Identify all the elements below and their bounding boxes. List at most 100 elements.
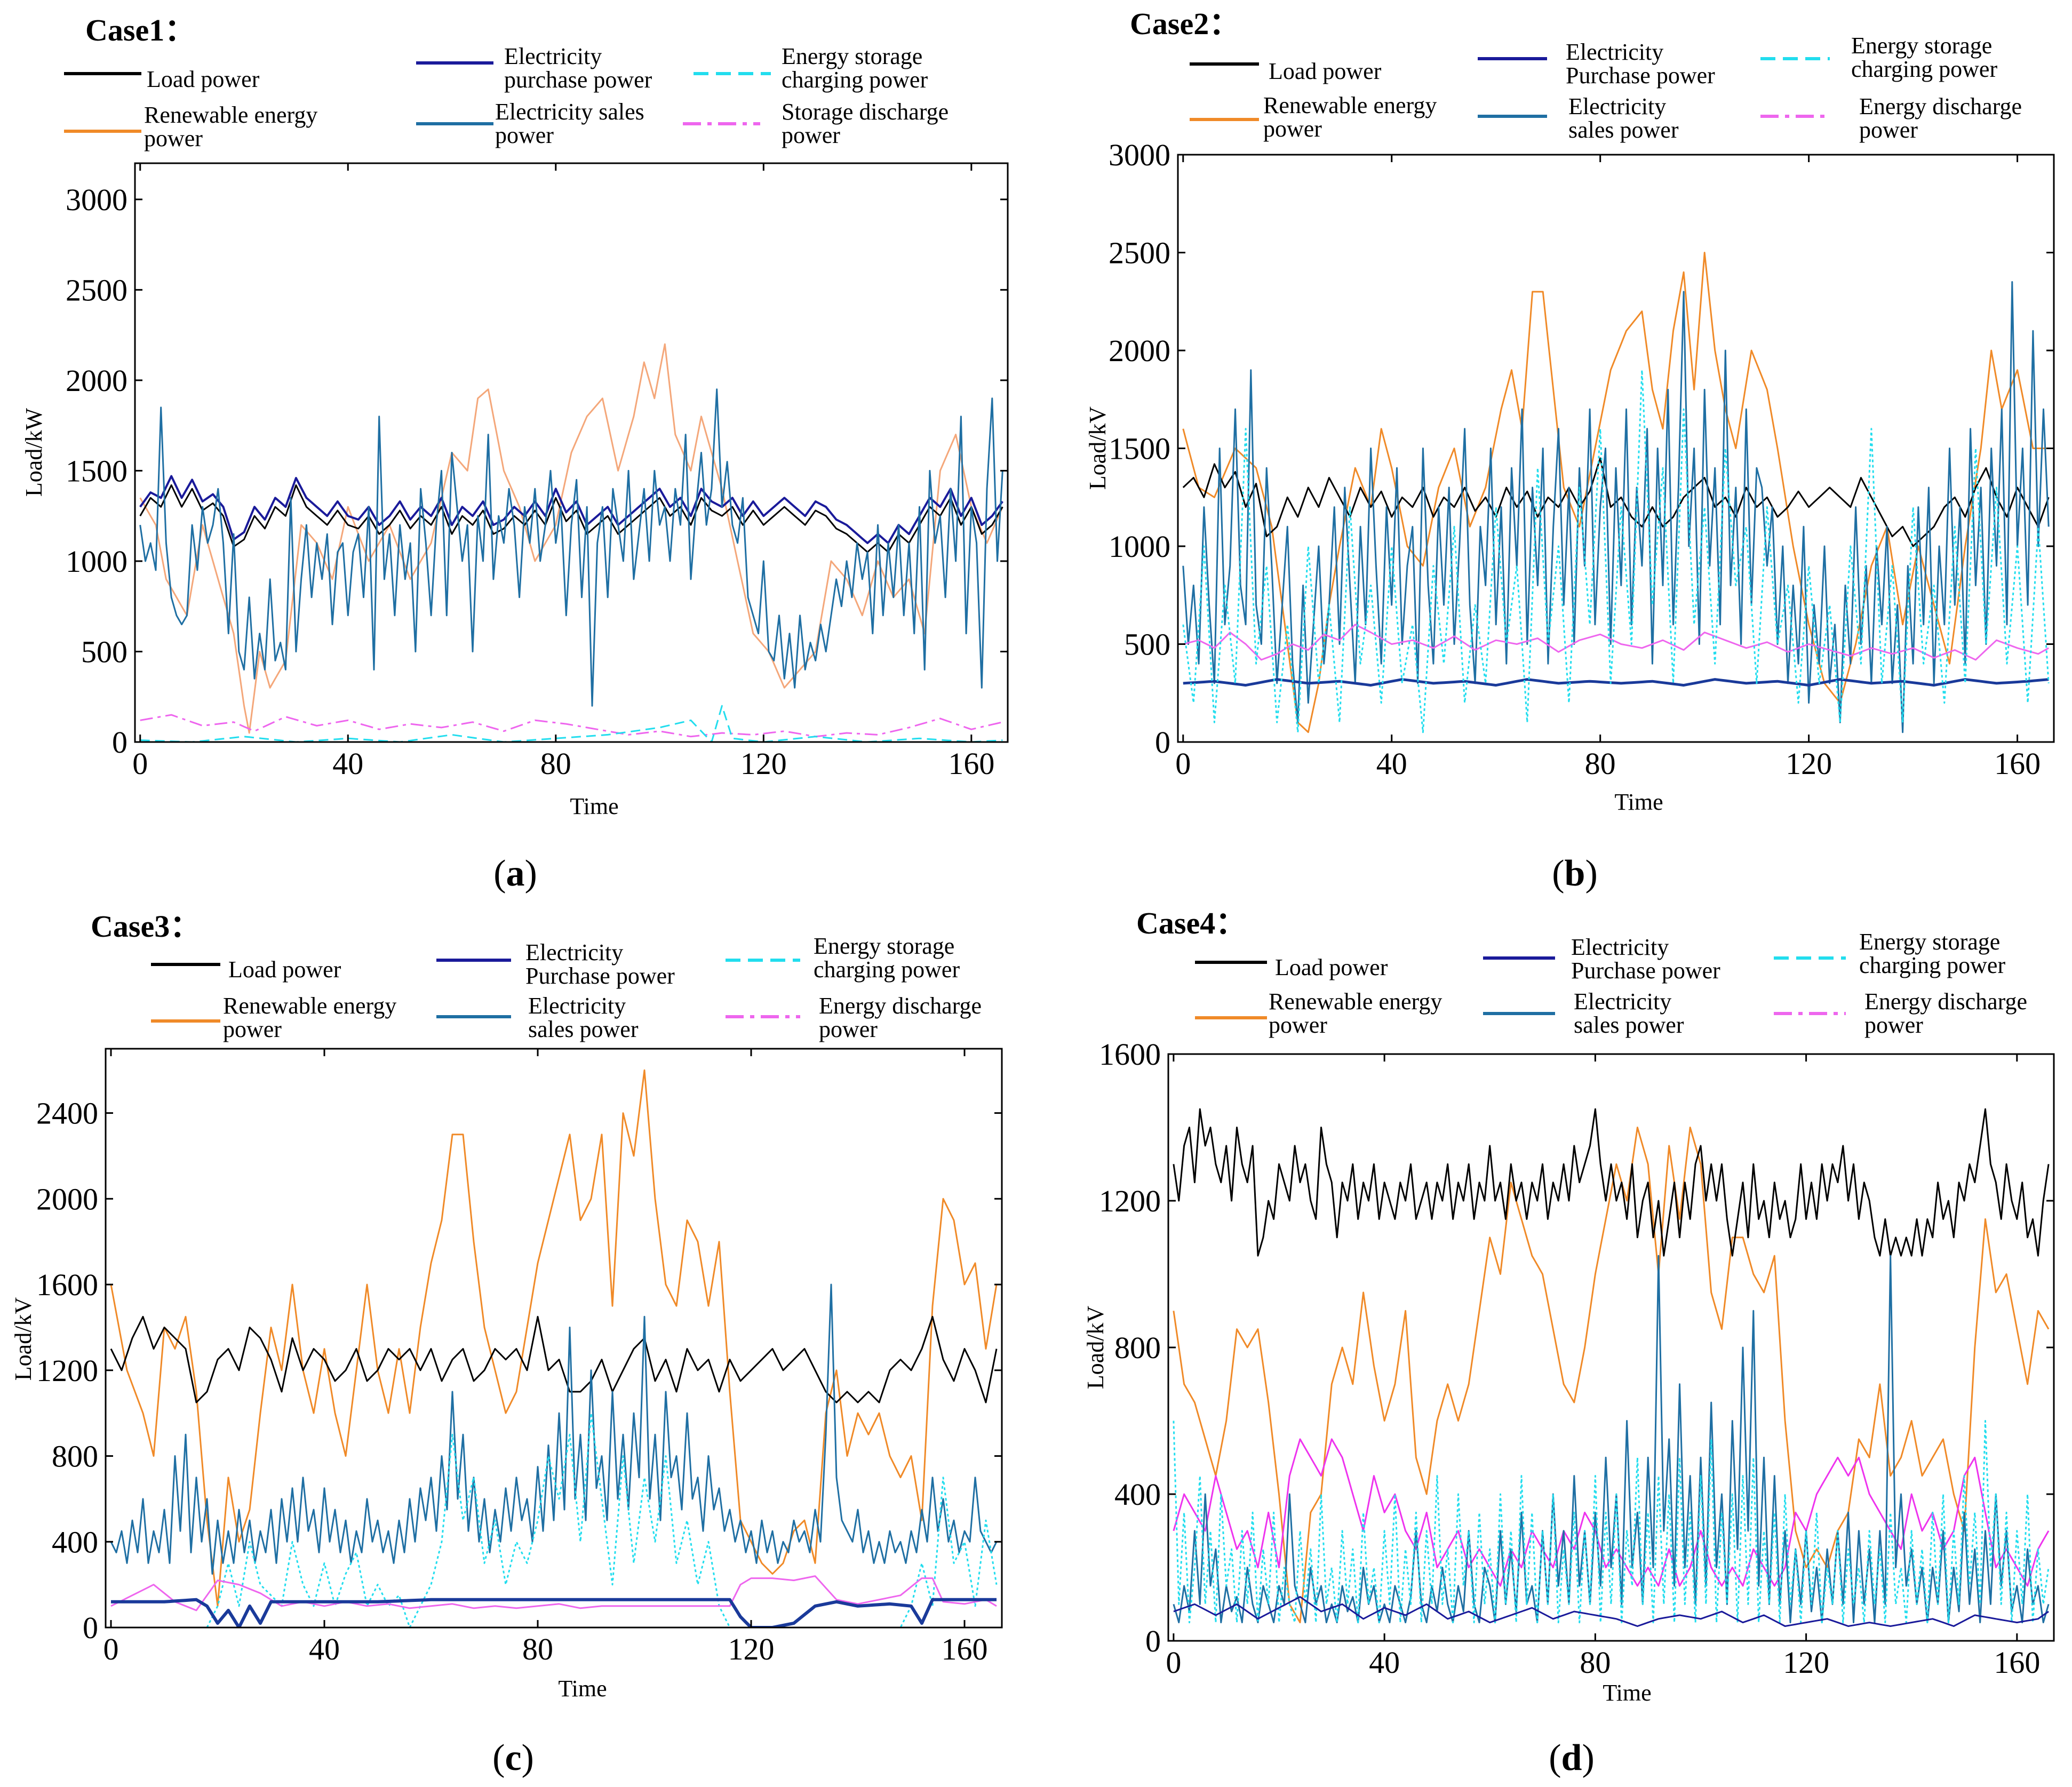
legend-label-charging-2: charging power (1859, 952, 2005, 978)
series-line-storage-discharge-power (140, 714, 1003, 738)
legend-label-sales-2: sales power (1574, 1012, 1684, 1038)
x-axis-label: Time (558, 1676, 607, 1702)
y-tick-label: 3000 (66, 182, 127, 217)
legend-label-purchase-1: Electricity (525, 939, 623, 966)
plot-frame (105, 1048, 1003, 1629)
series-line-electricity-sales-power (1173, 1255, 2050, 1624)
legend-label-charging-1: Energy storage (1851, 33, 1992, 59)
x-tick-label: 40 (309, 1632, 340, 1666)
series-group (1182, 252, 2050, 733)
plot-b: 0 40 80 120 160 0 500 1000 1500 2000 2500 3000 (1109, 138, 2055, 781)
legend-label-load: Load power (1269, 58, 1382, 84)
x-tick-label: 80 (1580, 1645, 1611, 1680)
legend-label-sales-2: sales power (528, 1016, 639, 1042)
plot-area (1178, 155, 2054, 742)
legend-label-charging-2: charging power (782, 67, 928, 93)
y-tick-label: 2500 (66, 273, 127, 307)
legend: Load power Electricity purchase power En… (64, 43, 949, 151)
series-group (110, 1069, 998, 1628)
y-tick-label: 2400 (36, 1096, 98, 1131)
caption-letter: c (505, 1737, 521, 1778)
series-line-renewable-energy-power (110, 1069, 998, 1607)
y-tick-label: 1600 (1099, 1037, 1161, 1072)
legend-label-discharge-1: Energy discharge (1864, 988, 2027, 1015)
legend-label-renewable-2: power (1269, 1012, 1327, 1038)
x-tick-label: 40 (1369, 1645, 1400, 1680)
series-group (139, 343, 1003, 742)
panel-a: Case1： Load power Electricity purchase p… (21, 13, 1009, 894)
series-line-energy-storage-charging-power (111, 1412, 998, 1628)
legend-label-purchase-1: Electricity (1571, 934, 1669, 960)
series-line-load-power (1173, 1108, 2050, 1257)
y-tick-label: 0 (1155, 725, 1170, 760)
y-tick-label: 1500 (1109, 432, 1170, 466)
legend-label-charging-2: charging power (1851, 56, 1997, 82)
panel-d: Case4： Load power Electricity Purchase p… (1082, 906, 2055, 1778)
series-line-energy-storage-charging-power (1173, 1420, 2050, 1624)
y-tick-label: 400 (52, 1525, 98, 1559)
series-line-renewable-energy-power (1173, 1127, 2050, 1624)
legend-label-discharge-1: Energy discharge (819, 993, 982, 1019)
legend-label-renewable-2: power (144, 125, 203, 151)
y-tick-label: 1600 (36, 1267, 98, 1302)
y-axis-label: Load/kV (1082, 1306, 1109, 1390)
series-line-load-power (110, 1315, 998, 1403)
y-tick-label: 0 (83, 1610, 98, 1645)
caption-letter: b (1565, 853, 1585, 894)
legend-label-purchase-2: Purchase power (1571, 958, 1720, 984)
series-line-energy-discharge-power (1183, 624, 2049, 661)
y-tick-label: 1200 (1099, 1184, 1161, 1218)
x-tick-label: 0 (1166, 1645, 1181, 1680)
caption-letter: a (506, 853, 525, 894)
x-tick-label: 40 (1376, 746, 1407, 781)
panel-caption: (b) (1552, 853, 1598, 894)
plot-area (106, 1049, 1002, 1628)
x-axis-label: Time (1614, 789, 1663, 815)
series-line-electricity-purchase-power (111, 1598, 997, 1628)
legend-label-charging-2: charging power (814, 956, 960, 983)
x-tick-label: 120 (740, 746, 787, 781)
legend-label-load: Load power (228, 956, 341, 983)
y-tick-label: 400 (1114, 1477, 1161, 1512)
x-tick-label: 40 (332, 746, 363, 781)
x-tick-label: 160 (1994, 1645, 2040, 1680)
x-axis-label: Time (570, 793, 618, 819)
panel-b: Case2： Load power Electricity Purchase p… (1085, 6, 2055, 894)
x-tick-label: 0 (103, 1632, 119, 1666)
legend-label-charging-1: Energy storage (1859, 929, 2000, 955)
legend-label-renewable-1: Renewable energy (144, 102, 317, 128)
legend-label-discharge-2: power (1859, 117, 1918, 143)
y-axis-label: Load/kV (10, 1297, 36, 1381)
x-tick-label: 0 (1175, 746, 1191, 781)
caption-letter: d (1561, 1737, 1582, 1778)
case-title: Case4： (1136, 906, 1246, 940)
x-tick-label: 120 (1783, 1645, 1829, 1680)
x-tick-label: 160 (1994, 746, 2041, 781)
legend-label-sales-1: Electricity (1574, 988, 1671, 1015)
case-title: Case1： (85, 13, 195, 47)
legend-label-sales-1: Electricity sales (495, 99, 644, 125)
legend-label-load: Load power (147, 66, 260, 92)
series-line-energy-storage-charging-power (1182, 369, 2050, 733)
plot-area (1168, 1054, 2054, 1641)
legend-label-purchase-2: Purchase power (1566, 62, 1715, 89)
x-tick-label: 160 (942, 1632, 988, 1666)
x-tick-label: 80 (1585, 746, 1616, 781)
legend-label-renewable-1: Renewable energy (1263, 92, 1437, 118)
legend-label-renewable-2: power (1263, 116, 1322, 142)
series-line-electricity-sales-power (139, 388, 1003, 707)
y-tick-label: 800 (1114, 1330, 1161, 1365)
y-axis-label: Load/kW (21, 408, 47, 497)
series-line-load-power (1182, 457, 2050, 547)
x-tick-label: 0 (132, 746, 148, 781)
legend-label-discharge-2: power (782, 122, 840, 148)
y-axis-label: Load/kV (1085, 406, 1111, 490)
legend: Load power Electricity Purchase power En… (1190, 33, 2022, 143)
legend-label-sales-1: Electricity (1568, 93, 1666, 119)
x-tick-label: 120 (1786, 746, 1832, 781)
y-tick-label: 2000 (36, 1182, 98, 1216)
x-tick-label: 160 (948, 746, 994, 781)
